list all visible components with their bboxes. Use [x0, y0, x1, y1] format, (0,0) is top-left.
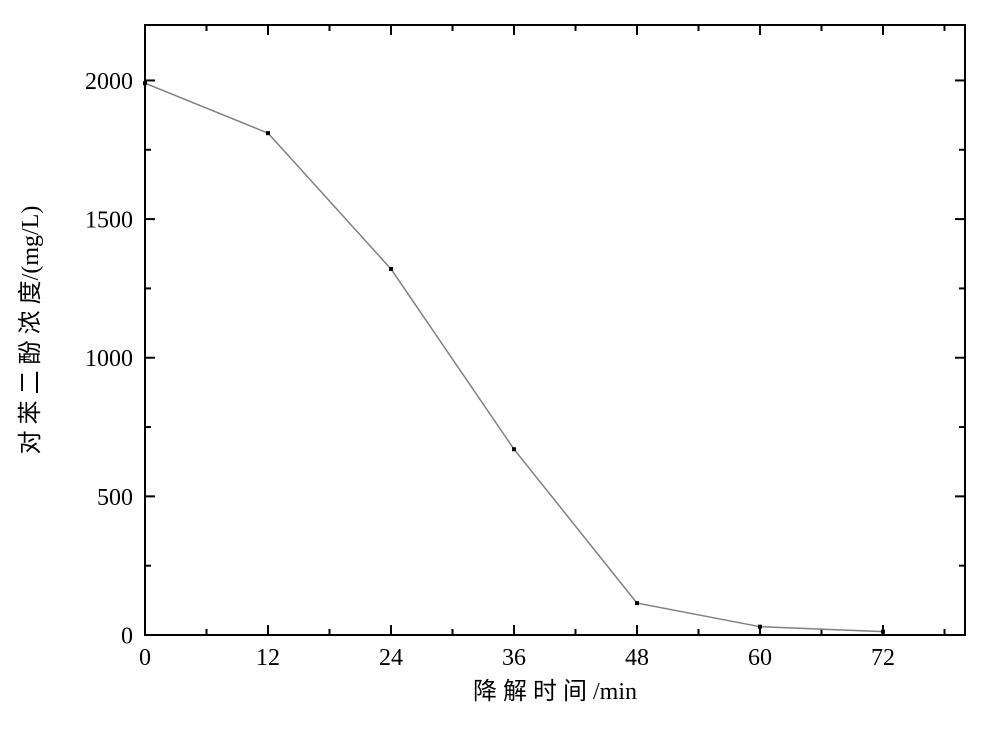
y-tick-label: 500 — [97, 485, 133, 511]
x-tick-label: 60 — [748, 645, 772, 671]
x-tick-label: 72 — [871, 645, 895, 671]
y-tick-label: 2000 — [85, 69, 133, 95]
x-axis-label: 降 解 时 间 /min — [473, 678, 637, 705]
data-marker — [758, 625, 762, 629]
x-tick-label: 36 — [502, 645, 526, 671]
data-marker — [881, 630, 885, 634]
data-marker — [635, 601, 639, 605]
x-tick-label: 12 — [256, 645, 280, 671]
x-tick-label: 0 — [139, 645, 151, 671]
x-tick-label: 24 — [379, 645, 403, 671]
data-marker — [143, 81, 147, 85]
data-marker — [389, 267, 393, 271]
data-marker — [266, 131, 270, 135]
y-tick-label: 1500 — [85, 207, 133, 233]
chart-container: 0 12 24 36 48 60 72 0 500 1000 1500 2000 降 解 时 间 /mi… — [0, 0, 1000, 731]
y-tick-label: 1000 — [85, 346, 133, 372]
x-tick-label: 48 — [625, 645, 649, 671]
data-marker — [512, 447, 516, 451]
line-chart: 0 12 24 36 48 60 72 0 500 1000 1500 2000 降 解 时 间 /mi… — [0, 0, 1000, 731]
y-axis-label: 对 苯 二 酚 浓 度/(mg/L) — [17, 206, 44, 455]
y-tick-label: 0 — [121, 623, 133, 649]
